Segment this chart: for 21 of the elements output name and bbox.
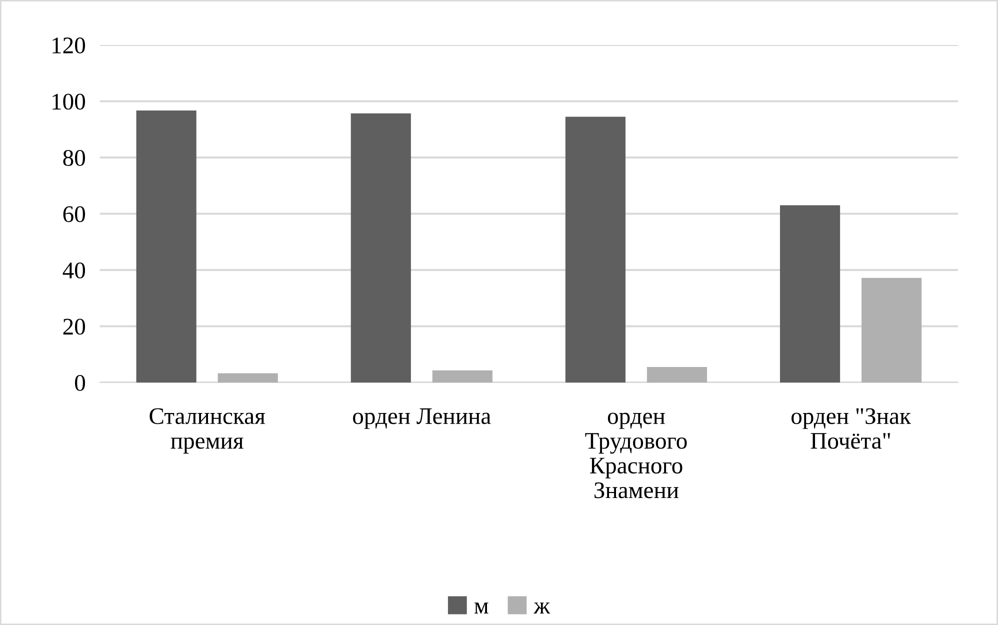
bar: [136, 110, 196, 382]
y-tick-label: 40: [62, 262, 86, 278]
y-tick-label: 20: [63, 318, 86, 335]
legend-label: м: [474, 602, 488, 614]
y-tick-label: 100: [52, 94, 86, 110]
bar: [862, 278, 922, 382]
bar: [218, 373, 278, 382]
x-tick-label: орден Трудового Красного Знамени: [585, 412, 687, 498]
bar: [780, 205, 840, 382]
y-tick-label: 60: [63, 206, 86, 222]
y-tick-label: 120: [52, 37, 86, 54]
bar: [350, 113, 411, 382]
x-tick-label: Сталинская премия: [150, 408, 266, 454]
x-tick-label: орден "Знак Почёта": [792, 408, 912, 449]
y-tick-label: 80: [63, 150, 86, 166]
x-tick-label: орден Ленина: [353, 408, 491, 429]
bar: [646, 367, 708, 382]
y-tick-label: 0: [75, 374, 86, 391]
bar: [565, 116, 626, 382]
legend-label: ж: [534, 602, 550, 614]
bar: [432, 370, 492, 382]
